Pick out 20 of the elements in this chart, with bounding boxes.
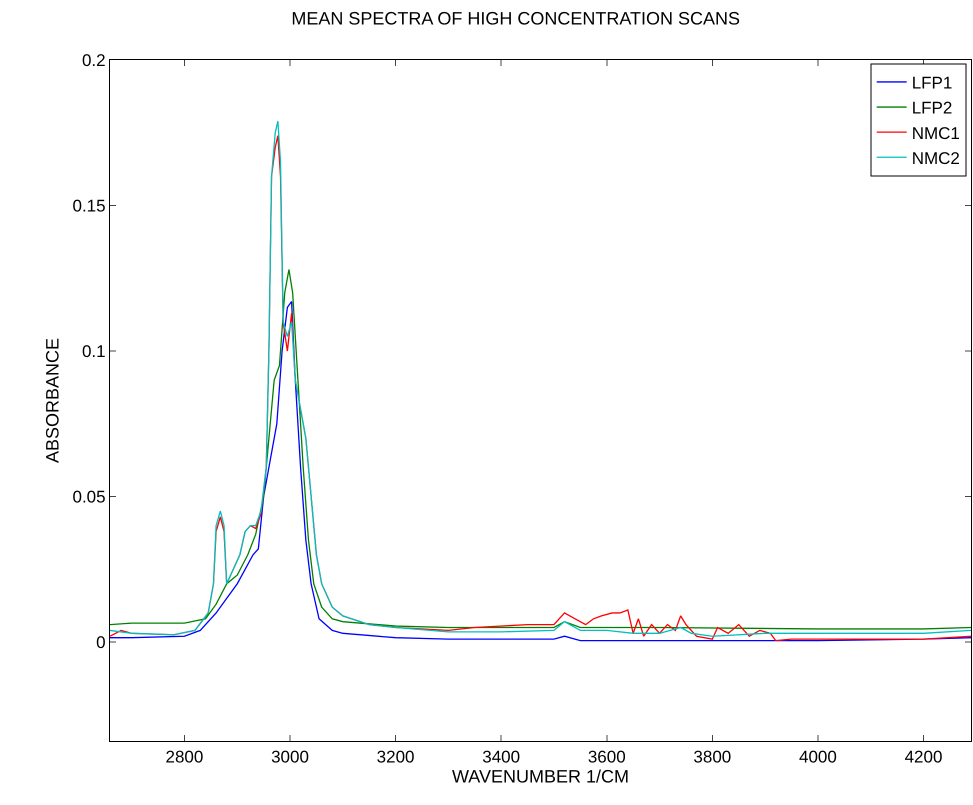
x-axis-title: WAVENUMBER 1/CM bbox=[452, 766, 630, 786]
x-tick-label: 3200 bbox=[376, 747, 415, 766]
x-tick-label: 4200 bbox=[904, 747, 942, 766]
x-tick-label: 4000 bbox=[798, 747, 837, 766]
x-tick-label: 2800 bbox=[166, 747, 204, 766]
y-tick-label: 0.05 bbox=[72, 487, 106, 506]
y-tick-label: 0.1 bbox=[82, 342, 106, 361]
legend-label: NMC1 bbox=[912, 124, 960, 143]
x-tick-label: 3600 bbox=[588, 747, 626, 766]
chart-title: MEAN SPECTRA OF HIGH CONCENTRATION SCANS bbox=[291, 8, 740, 29]
x-tick-label: 3000 bbox=[271, 747, 309, 766]
y-tick-label: 0 bbox=[96, 633, 106, 652]
legend-label: LFP1 bbox=[912, 74, 952, 93]
legend-label: LFP2 bbox=[912, 98, 952, 118]
x-tick-label: 3400 bbox=[482, 747, 520, 766]
legend-label: NMC2 bbox=[912, 148, 960, 168]
x-tick-label: 3800 bbox=[693, 747, 732, 766]
y-tick-label: 0.15 bbox=[72, 196, 106, 216]
y-axis-title: ABSORBANCE bbox=[42, 338, 63, 464]
y-tick-label: 0.2 bbox=[82, 50, 106, 70]
